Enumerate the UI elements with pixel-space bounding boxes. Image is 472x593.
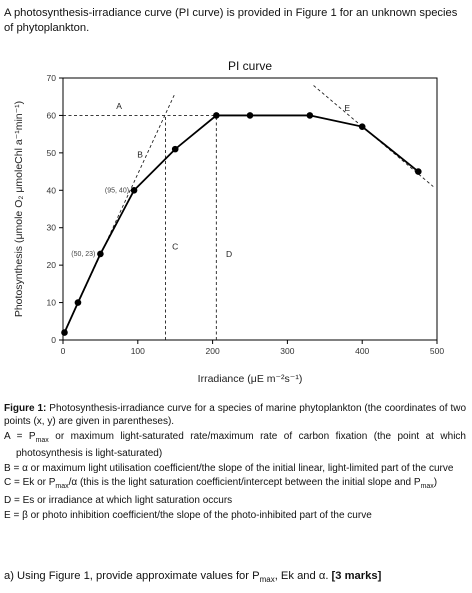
x-tick-label: 500: [430, 346, 444, 356]
data-point: [306, 112, 314, 119]
figure-caption: Figure 1: Photosynthesis-irradiance curv…: [4, 402, 466, 429]
def-c-sub2: max: [420, 483, 434, 491]
def-e: E = β or photo inhibition coefficient/th…: [4, 509, 466, 522]
def-c-text: /α (this is the light saturation coeffic…: [68, 477, 421, 489]
annotation-a: A: [116, 101, 122, 111]
x-tick-label: 100: [131, 346, 145, 356]
data-point: [213, 112, 220, 119]
def-a-sub: max: [35, 436, 49, 444]
def-b-text: B = α or maximum light utilisation coeff…: [4, 462, 454, 474]
def-e-text: E = β or photo inhibition coefficient/th…: [4, 509, 372, 521]
y-axis-label: Photosynthesis (μmole O₂ μmoleChl a⁻¹min…: [13, 101, 25, 317]
plot-frame: [62, 77, 438, 341]
y-tick-label: 0: [51, 335, 56, 345]
data-point: [61, 329, 68, 336]
data-point: [415, 168, 422, 175]
y-tick-label: 50: [47, 148, 57, 158]
data-point: [97, 250, 104, 258]
def-c-text-end: ): [433, 477, 438, 489]
def-c-prefix: C = Ek or P: [4, 477, 56, 489]
y-tick-label: 20: [47, 260, 57, 270]
y-tick-label: 70: [47, 73, 57, 83]
data-point: [130, 186, 138, 194]
data-point: [74, 299, 82, 306]
question-sub: max: [259, 575, 275, 585]
caption-text: Photosynthesis-irradiance curve for a sp…: [4, 403, 467, 428]
figure-legend: Figure 1: Photosynthesis-irradiance curv…: [4, 402, 466, 523]
y-tick-label: 40: [47, 185, 57, 195]
question-a: a) Using Figure 1, provide approximate v…: [4, 570, 381, 584]
chart-series: [61, 112, 422, 336]
data-point: [246, 112, 254, 119]
x-tick-label: 200: [206, 346, 220, 356]
point-label: (50, 23): [71, 251, 95, 258]
def-a: A = Pmax or maximum light-saturated rate…: [4, 430, 466, 461]
y-tick-label: 60: [47, 110, 57, 120]
y-tick-label: 10: [47, 298, 57, 308]
point-label: (95, 40): [105, 187, 129, 194]
annotation-c: C: [172, 241, 178, 251]
chart-title: PI curve: [228, 59, 272, 73]
x-axis-label: Irradiance (μE m⁻²s⁻¹): [198, 373, 303, 385]
x-tick-label: 300: [280, 346, 294, 356]
question-text: a) Using Figure 1, provide approximate v…: [4, 570, 260, 582]
def-a-prefix: A = P: [4, 430, 36, 442]
data-point: [171, 145, 179, 153]
question-text-2: , Ek and α.: [274, 570, 332, 582]
pi-curve-line: [63, 114, 419, 333]
annotation-d: D: [226, 249, 232, 259]
def-a-text: or maximum light-saturated rate/maximum …: [16, 430, 466, 460]
data-point: [358, 123, 366, 130]
chart-guides: [63, 85, 434, 340]
intro-paragraph: A photosynthesis-irradiance curve (PI cu…: [4, 7, 458, 34]
x-tick-label: 400: [355, 346, 369, 356]
chart-axes: 0 100 200 300 400 500 0 10 20 30 40 50 60 70: [47, 73, 445, 356]
def-d: D = Es or irradiance at which light satu…: [4, 494, 466, 507]
annotation-b: B: [137, 150, 143, 160]
annotation-e: E: [344, 103, 350, 113]
y-tick-label: 30: [47, 223, 57, 233]
x-tick-label: 0: [61, 346, 66, 356]
def-c: C = Ek or Pmax/α (this is the light satu…: [4, 476, 466, 493]
question-marks: [3 marks]: [331, 570, 382, 582]
def-b: B = α or maximum light utilisation coeff…: [4, 462, 466, 475]
def-c-sub: max: [55, 483, 69, 491]
pi-curve-chart: 0 100 200 300 400 500 0 10 20 30 40 50 60 70 PI curve…: [13, 59, 445, 385]
caption-label: Figure 1:: [4, 403, 47, 414]
chart-labels: PI curve Irradiance (μE m⁻²s⁻¹) Photosynth…: [13, 59, 350, 385]
def-d-text: D = Es or irradiance at which light satu…: [4, 495, 233, 507]
